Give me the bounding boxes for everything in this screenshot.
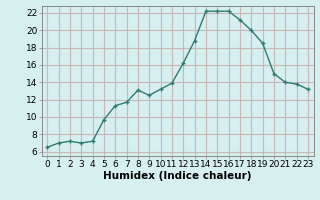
X-axis label: Humidex (Indice chaleur): Humidex (Indice chaleur) bbox=[103, 171, 252, 181]
